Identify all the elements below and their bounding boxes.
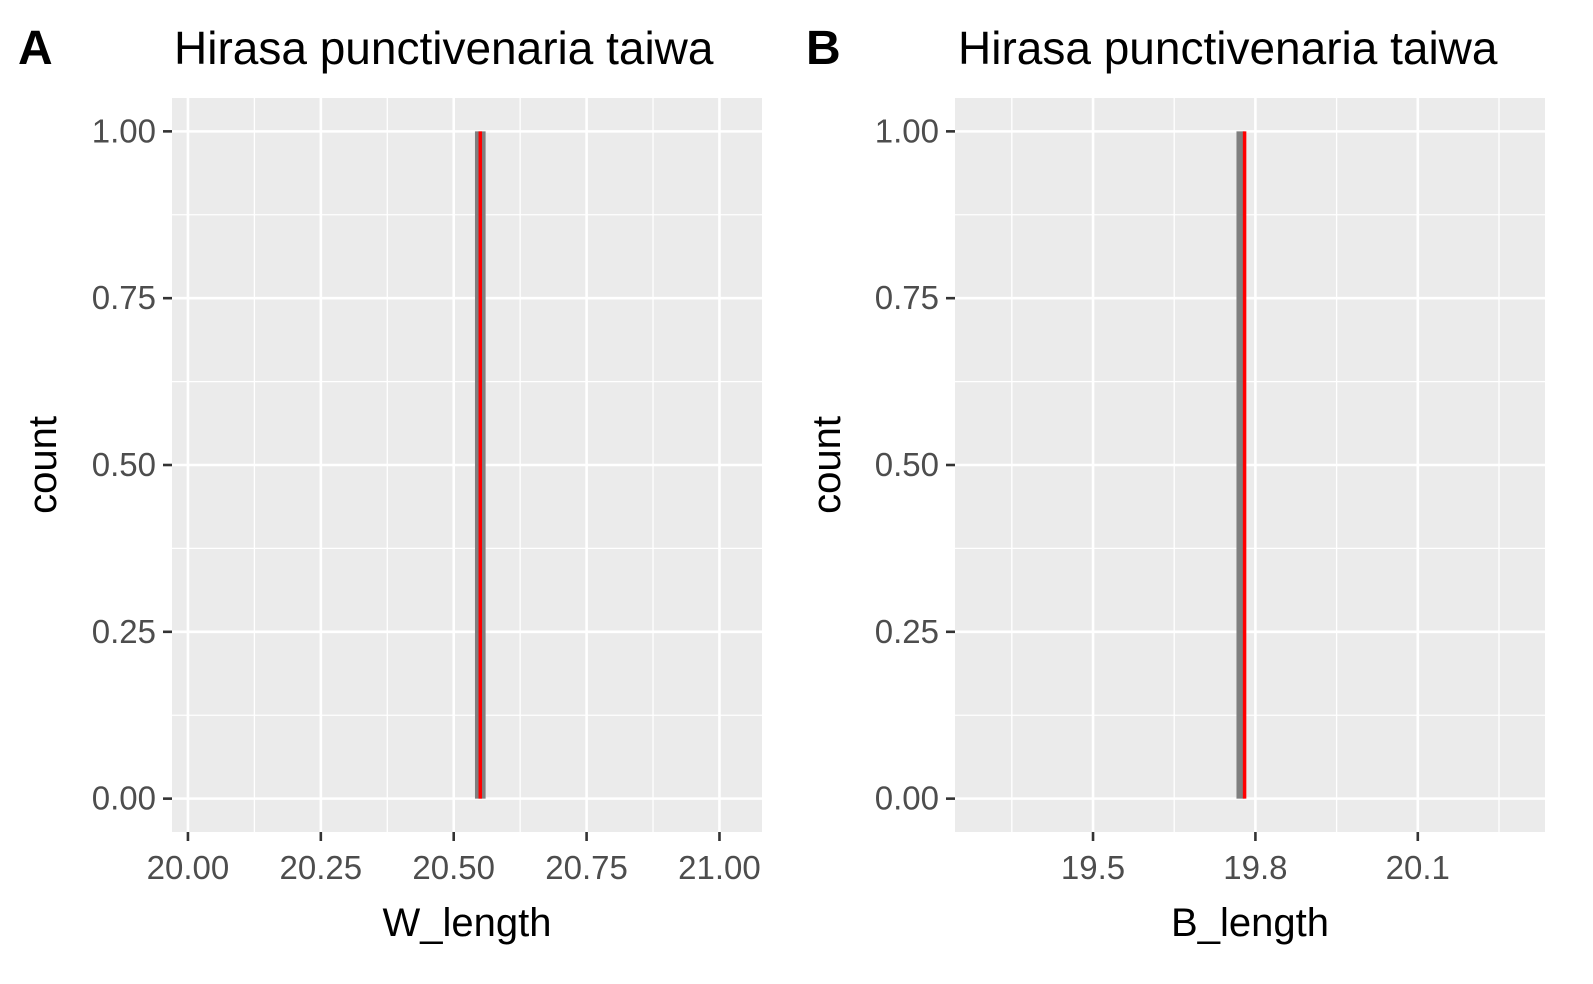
chart-a-y-tick-label: 1.00 xyxy=(92,112,156,149)
chart-a-x-axis-title: W_length xyxy=(383,901,552,945)
chart-b-y-axis-title: count xyxy=(805,416,849,514)
chart-b-x-tick-label: 19.5 xyxy=(1061,849,1125,886)
panel-letter-a: A xyxy=(18,22,53,75)
chart-a-x-tick-label: 20.00 xyxy=(147,849,230,886)
panel-title-a: Hirasa punctivenaria taiwa xyxy=(174,22,714,74)
chart-b-y-tick-label: 0.75 xyxy=(875,279,939,316)
chart-a-y-tick-label: 0.25 xyxy=(92,613,156,650)
chart-a-x-tick-label: 20.75 xyxy=(545,849,628,886)
chart-a-y-tick-label: 0.50 xyxy=(92,446,156,483)
chart-a-x-tick-label: 20.50 xyxy=(412,849,495,886)
chart-b-x-tick-label: 20.1 xyxy=(1386,849,1450,886)
panel-letter-b: B xyxy=(806,22,841,75)
chart-a-y-tick-label: 0.75 xyxy=(92,279,156,316)
chart-b-y-tick-label: 0.00 xyxy=(875,780,939,817)
chart-b-y-tick-label: 0.25 xyxy=(875,613,939,650)
chart-a-x-tick-label: 21.00 xyxy=(678,849,761,886)
chart-a-x-tick-label: 20.25 xyxy=(280,849,363,886)
plot-area-b: 0.00 0.25 0.50 0.75 1.00 19.5 19.8 20.1 B_length… xyxy=(805,98,1545,945)
panel-title-b: Hirasa punctivenaria taiwa xyxy=(958,22,1498,74)
chart-b-x-axis-title: B_length xyxy=(1171,901,1329,945)
panel-a: A Hirasa punctivenaria taiwa 0.00 0.25 0.5… xyxy=(18,22,762,945)
chart-b-y-tick-label: 1.00 xyxy=(875,112,939,149)
chart-a-y-tick-label: 0.00 xyxy=(92,780,156,817)
chart-b-histogram-bar xyxy=(1236,131,1245,799)
plot-area-a: 0.00 0.25 0.50 0.75 1.00 20.00 20.25 20.50 20.75… xyxy=(21,98,762,945)
chart-b-y-tick-label: 0.50 xyxy=(875,446,939,483)
panel-b: B Hirasa punctivenaria taiwa 0.00 0.25 0.5… xyxy=(805,22,1545,945)
chart-a-y-axis-title: count xyxy=(21,416,65,514)
chart-b-x-tick-label: 19.8 xyxy=(1223,849,1287,886)
